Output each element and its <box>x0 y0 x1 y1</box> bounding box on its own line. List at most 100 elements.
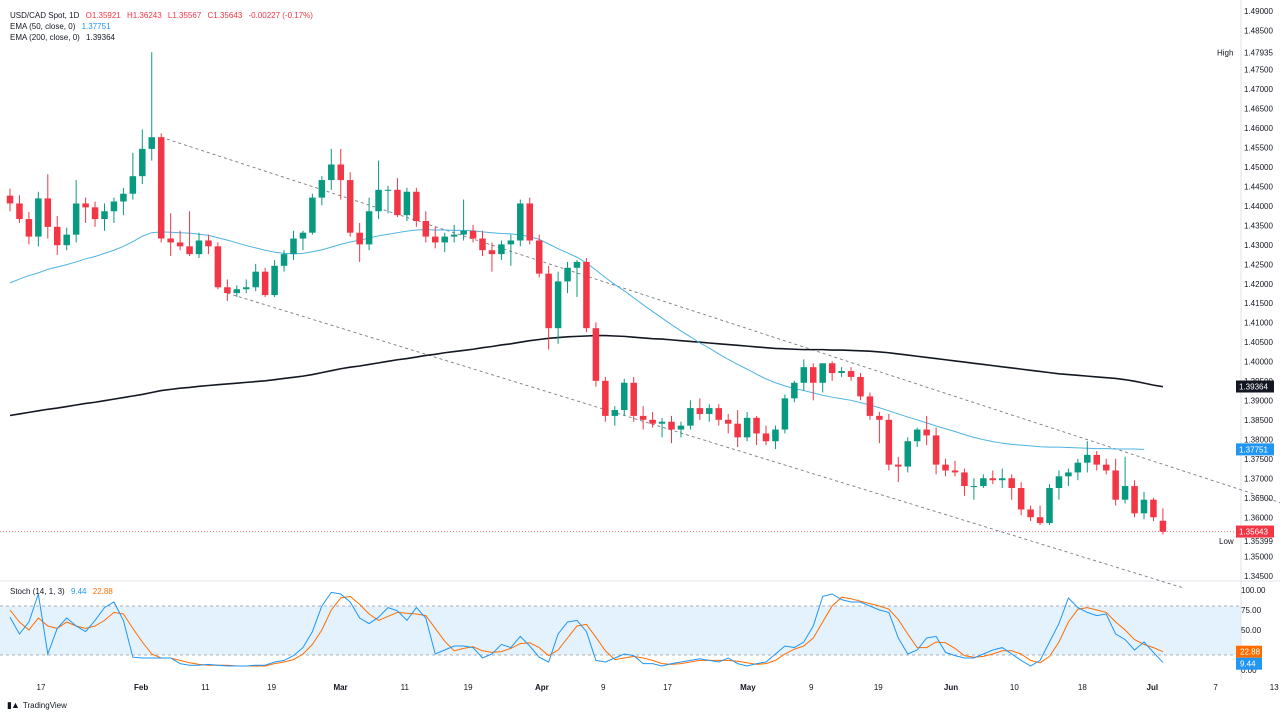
candle-body <box>1017 488 1025 510</box>
candle-body <box>876 415 883 420</box>
candle-body <box>1140 499 1148 514</box>
candle <box>904 437 911 473</box>
candle <box>989 470 997 485</box>
candle <box>422 211 430 243</box>
candle <box>961 468 968 496</box>
candle-body <box>176 242 184 247</box>
time-tick-label: 11 <box>401 683 410 692</box>
candle <box>365 197 373 251</box>
candle-body <box>630 382 637 416</box>
candle-body <box>365 211 373 245</box>
candle-body <box>403 191 411 216</box>
candle-body <box>602 380 609 416</box>
candle <box>923 415 930 446</box>
candle-body <box>706 408 713 414</box>
legend-stoch-k: 9.44 <box>70 587 87 596</box>
candle <box>611 406 619 426</box>
candle-body <box>1159 520 1167 532</box>
candle <box>1112 458 1119 506</box>
candle <box>1017 482 1025 516</box>
price-tick-label: 1.36000 <box>1244 514 1273 523</box>
candle <box>450 224 458 243</box>
candle-body <box>715 408 722 420</box>
candle-body <box>54 226 61 246</box>
candle <box>602 376 609 422</box>
candle-body <box>432 236 439 243</box>
high-marker-label: High <box>1217 48 1233 57</box>
candle <box>1055 470 1063 500</box>
time-tick-label: 13 <box>1270 683 1279 692</box>
candle <box>271 259 278 298</box>
candle <box>1159 508 1167 535</box>
price-tick-label: 1.43500 <box>1244 221 1273 230</box>
candle <box>772 425 779 450</box>
candle-body <box>479 238 486 251</box>
candle <box>753 415 760 446</box>
candle <box>1036 505 1044 526</box>
candle <box>384 185 392 214</box>
candle <box>866 392 874 420</box>
candle-body <box>498 244 505 255</box>
price-tick-label: 1.48500 <box>1244 26 1273 35</box>
candle-body <box>592 328 600 381</box>
candle-body <box>129 176 137 194</box>
candle-body <box>564 267 571 282</box>
candle <box>413 187 420 227</box>
price-tick-label: 1.46500 <box>1244 104 1273 113</box>
candle <box>44 174 52 239</box>
candle-body <box>517 203 524 241</box>
candle-body <box>252 271 259 288</box>
candle <box>195 232 203 259</box>
candle-body <box>1074 462 1082 473</box>
stoch-lines <box>9 591 1164 667</box>
candle-body <box>384 189 392 191</box>
candle-body <box>16 203 23 220</box>
candle <box>762 425 770 446</box>
price-tick-label: 1.42500 <box>1244 260 1273 269</box>
legend-ema200-label: EMA (200, close, 0) <box>10 33 80 42</box>
candle-body <box>110 201 118 212</box>
candle <box>545 265 552 350</box>
candle <box>970 478 978 500</box>
stoch-tick-label: 0.00 <box>1241 666 1257 675</box>
candle <box>838 367 845 377</box>
low-marker-value: 1.35399 <box>1244 537 1273 546</box>
candle <box>299 230 307 251</box>
time-tick-label: 9 <box>809 683 814 692</box>
stoch-k-line <box>9 591 1164 667</box>
candle-body <box>1121 486 1129 500</box>
candle-body <box>1093 454 1100 465</box>
candle-body <box>318 180 326 198</box>
price-tick-label: 1.40000 <box>1244 358 1273 367</box>
legend-stoch: Stoch (14, 1, 3) 9.44 22.88 <box>10 587 117 597</box>
candle <box>564 261 571 294</box>
time-axis: 17 Feb 11 19 Mar 11 19 Apr 9 17 May 9 19 Jun 10 18 Jul 7 1… <box>37 683 1280 692</box>
low-marker-label: Low <box>1219 537 1234 546</box>
candle <box>621 378 628 416</box>
legend-stoch-d: 22.88 <box>92 587 113 596</box>
candle <box>290 230 297 260</box>
price-tick-label: 1.39000 <box>1244 397 1273 406</box>
candle-body <box>82 203 89 208</box>
candle <box>488 242 496 272</box>
candle-body <box>1046 488 1053 524</box>
candle <box>999 468 1006 489</box>
stoch-tick-label: 100.00 <box>1241 586 1266 595</box>
time-tick-label: 10 <box>1010 683 1019 692</box>
price-tick-label: 1.34500 <box>1244 572 1273 581</box>
candle <box>120 187 127 216</box>
legend-stoch-label: Stoch (14, 1, 3) <box>10 587 65 596</box>
tradingview-brand[interactable]: ▮▲ TradingView <box>7 700 67 711</box>
stoch-axis: 100.00 75.00 50.00 0.00 22.88 9.44 <box>1236 586 1266 675</box>
candle-body <box>356 232 363 245</box>
candle <box>54 215 61 255</box>
candle <box>1140 491 1148 520</box>
candle <box>800 359 808 391</box>
candle-body <box>753 417 760 434</box>
candle-body <box>819 363 826 383</box>
candle <box>460 199 467 241</box>
candle-body <box>186 246 193 255</box>
candle <box>658 417 666 438</box>
candle <box>394 178 401 218</box>
